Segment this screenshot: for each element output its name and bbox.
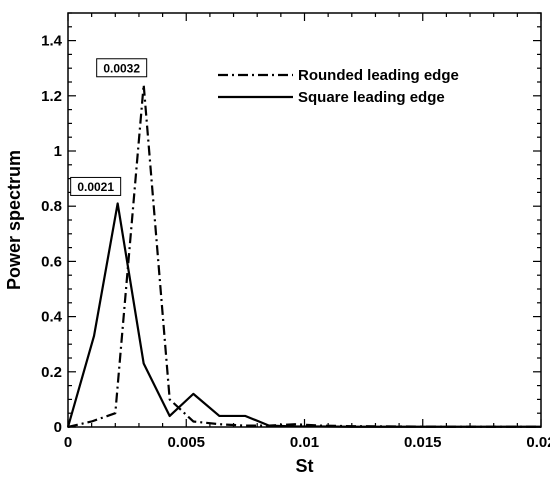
peak-annotation-label: 0.0032 [103, 61, 140, 75]
series-layer [66, 83, 541, 429]
legend-label: Square leading edge [298, 89, 445, 106]
x-tick-label: 0.02 [526, 434, 550, 451]
x-tick-label: 0.01 [290, 434, 319, 451]
y-tick-label: 1 [54, 143, 62, 160]
x-axis-title: St [296, 456, 314, 476]
y-tick-label: 0 [54, 419, 62, 436]
y-axis-title: Power spectrum [4, 150, 24, 290]
peak-annotation-box [70, 176, 122, 196]
x-tick-label: 0.005 [167, 434, 205, 451]
y-tick-label: 1.4 [41, 33, 63, 50]
y-tick-label: 1.2 [41, 88, 62, 105]
legend-label: Rounded leading edge [298, 67, 459, 84]
series-line-rounded-leading-edge [67, 83, 541, 429]
tick-labels-layer: 0 0.005 0.01 0.015 0.02 0 0.2 0.4 0.6 0.8 1 1.2 1.4 [41, 33, 550, 451]
peak-annotation-label: 0.0021 [77, 180, 114, 194]
annotations-layer: 0.0032 0.0021 [70, 58, 148, 196]
peak-annotation-box [96, 58, 148, 78]
x-tick-label: 0.015 [404, 434, 442, 451]
peak-annotation: 0.0032 [96, 58, 148, 78]
series-line-square-leading-edge [66, 202, 541, 428]
plot-frame [67, 12, 542, 428]
y-tick-label: 0.4 [41, 309, 63, 326]
x-tick-label: 0 [64, 434, 72, 451]
y-tick-label: 0.8 [41, 198, 62, 215]
legend: Rounded leading edge Square leading edge [218, 67, 459, 106]
y-tick-label: 0.2 [41, 364, 62, 381]
y-tick-label: 0.6 [41, 253, 62, 270]
peak-annotation: 0.0021 [70, 176, 122, 196]
